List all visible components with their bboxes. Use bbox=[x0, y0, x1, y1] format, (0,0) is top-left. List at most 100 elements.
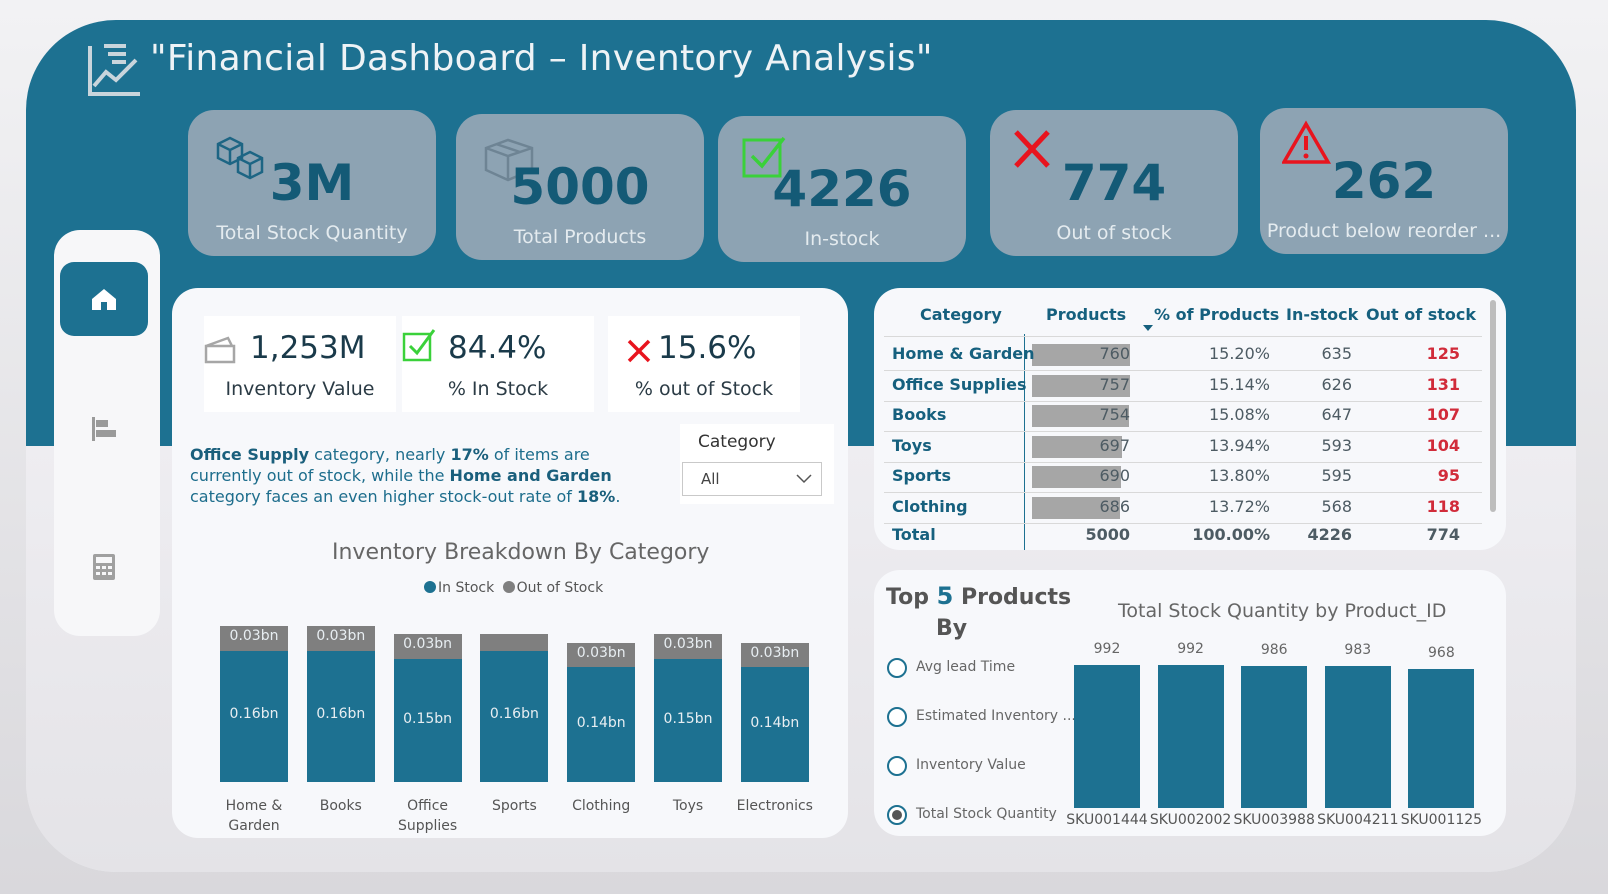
bar-label-out: 0.03bn bbox=[316, 628, 366, 645]
bar-label-in: 0.15bn bbox=[663, 710, 713, 727]
table-cell-category[interactable]: Office Supplies bbox=[892, 374, 1027, 394]
table-cell-category[interactable]: Home & Garden bbox=[892, 344, 1035, 363]
nav-home-button[interactable] bbox=[60, 262, 148, 336]
table-total-label: Total bbox=[892, 525, 936, 544]
sku-tick-label: SKU001125 bbox=[1400, 812, 1483, 828]
bar-out-of-stock[interactable] bbox=[220, 626, 288, 651]
table-cell-products: 686 bbox=[1099, 496, 1130, 516]
table-header-cell[interactable]: Products bbox=[1046, 305, 1127, 324]
bar-out-of-stock[interactable] bbox=[567, 642, 636, 668]
kpi-total-products: 5000 Total Products bbox=[456, 114, 704, 260]
measure-radio-label[interactable]: Inventory Value bbox=[916, 757, 1026, 773]
bar-in-stock[interactable] bbox=[220, 650, 288, 782]
sku-tick-label: SKU001444 bbox=[1066, 812, 1148, 828]
home-icon bbox=[92, 289, 116, 310]
measure-radio-label[interactable]: Avg lead Time bbox=[916, 659, 1016, 675]
bar-label-in: 0.16bn bbox=[489, 706, 539, 723]
kpi-label: Total Products bbox=[513, 226, 647, 248]
metric-value: 84.4% bbox=[448, 330, 547, 366]
table-cell-products: 690 bbox=[1099, 466, 1130, 485]
measure-radio[interactable] bbox=[887, 707, 907, 727]
measure-radio-label[interactable]: Total Stock Quantity bbox=[916, 806, 1057, 822]
bar-in-stock[interactable] bbox=[393, 659, 462, 782]
bar-in-stock[interactable] bbox=[306, 650, 375, 782]
table-cell-in-stock: 568 bbox=[1321, 496, 1352, 516]
chevron-down-icon bbox=[796, 474, 812, 484]
nav-breakdown-button[interactable] bbox=[60, 392, 148, 466]
measure-radio[interactable] bbox=[887, 756, 907, 776]
nav-calculator-button[interactable] bbox=[60, 530, 148, 604]
bar-in-stock[interactable] bbox=[740, 667, 809, 782]
sku-bar[interactable] bbox=[1408, 668, 1475, 808]
table-total-products: 5000 bbox=[1085, 525, 1130, 544]
kpi-label: Out of stock bbox=[1056, 222, 1172, 244]
table-divider bbox=[1024, 334, 1025, 550]
bar-in-stock[interactable] bbox=[567, 667, 636, 782]
sku-value-label: 983 bbox=[1344, 642, 1372, 659]
bar-in-stock[interactable] bbox=[654, 659, 722, 782]
bar-list-icon bbox=[92, 417, 116, 441]
row-divider bbox=[884, 522, 1482, 524]
measure-radio-label[interactable]: Estimated Inventory ... bbox=[916, 708, 1076, 724]
sku-bar[interactable] bbox=[1074, 665, 1140, 808]
table-cell-category[interactable]: Books bbox=[892, 405, 947, 424]
row-divider bbox=[884, 431, 1482, 432]
wallet-icon bbox=[204, 336, 236, 364]
calculator-icon bbox=[93, 554, 115, 580]
bar-out-of-stock[interactable] bbox=[393, 634, 462, 659]
sku-bar[interactable] bbox=[1241, 666, 1308, 808]
table-scrollbar[interactable] bbox=[1490, 300, 1496, 512]
category-tick-label: Home & Garden bbox=[225, 798, 283, 834]
row-divider bbox=[884, 492, 1482, 493]
breakdown-chart-title: Inventory Breakdown By Category bbox=[332, 540, 710, 565]
sort-desc-icon[interactable] bbox=[1142, 324, 1154, 332]
bar-out-of-stock[interactable] bbox=[480, 634, 549, 651]
legend-in-stock[interactable]: In Stock bbox=[438, 580, 495, 596]
product-count-databar bbox=[1032, 405, 1130, 427]
legend-dot-out bbox=[502, 581, 515, 593]
table-header-cell[interactable]: In-stock bbox=[1286, 305, 1359, 324]
measure-radio[interactable] bbox=[887, 658, 907, 678]
box-icon bbox=[484, 138, 534, 182]
kpi-in-stock: 4226 In-stock bbox=[718, 116, 966, 262]
bar-label-in: 0.14bn bbox=[750, 714, 800, 731]
table-cell-out-of-stock: 107 bbox=[1426, 405, 1460, 424]
table-total-in-stock: 4226 bbox=[1307, 525, 1352, 544]
bar-label-out: 0.03bn bbox=[403, 636, 453, 653]
legend-dot-in bbox=[424, 581, 436, 593]
sku-value-label: 986 bbox=[1260, 642, 1288, 659]
table-header-cell[interactable]: Out of stock bbox=[1366, 305, 1477, 324]
bar-in-stock[interactable] bbox=[480, 650, 549, 782]
table-header-cell[interactable]: Category bbox=[920, 305, 1002, 324]
table-cell-out-of-stock: 95 bbox=[1437, 466, 1460, 485]
category-dropdown[interactable]: All bbox=[682, 462, 822, 496]
row-divider bbox=[884, 461, 1482, 463]
warning-icon bbox=[1282, 120, 1332, 164]
bar-label-in: 0.16bn bbox=[316, 706, 366, 723]
table-cell-category[interactable]: Clothing bbox=[892, 496, 968, 516]
table-cell-category[interactable]: Toys bbox=[892, 435, 932, 455]
narrative-text: Office Supply category, nearly 17% of it… bbox=[190, 445, 621, 506]
bar-label-out: 0.03bn bbox=[663, 636, 713, 653]
sku-bar[interactable] bbox=[1157, 665, 1224, 808]
measure-radio[interactable] bbox=[887, 805, 907, 825]
table-cell-category[interactable]: Sports bbox=[892, 466, 952, 485]
bar-out-of-stock[interactable] bbox=[654, 634, 722, 659]
kpi-label: In-stock bbox=[804, 228, 880, 250]
side-nav bbox=[54, 230, 160, 636]
product-count-databar bbox=[1032, 344, 1130, 366]
bar-label-out: 0.03bn bbox=[229, 628, 279, 645]
slicer-title: Category bbox=[698, 432, 776, 452]
bar-label-in: 0.16bn bbox=[229, 706, 279, 723]
sku-tick-label: SKU002002 bbox=[1149, 812, 1232, 828]
bar-out-of-stock[interactable] bbox=[306, 626, 375, 651]
kpi-below-reorder: 262 Product below reorder ... bbox=[1260, 108, 1508, 254]
x-icon bbox=[627, 339, 651, 363]
table-total-pct: 100.00% bbox=[1192, 525, 1270, 544]
bar-out-of-stock[interactable] bbox=[740, 642, 809, 668]
category-tick-label: Toys bbox=[672, 798, 704, 814]
table-header-cell[interactable]: % of Products bbox=[1154, 305, 1280, 324]
legend-out-of-stock[interactable]: Out of Stock bbox=[516, 580, 604, 596]
category-tick-label: Clothing bbox=[572, 798, 631, 814]
sku-bar[interactable] bbox=[1324, 666, 1391, 808]
